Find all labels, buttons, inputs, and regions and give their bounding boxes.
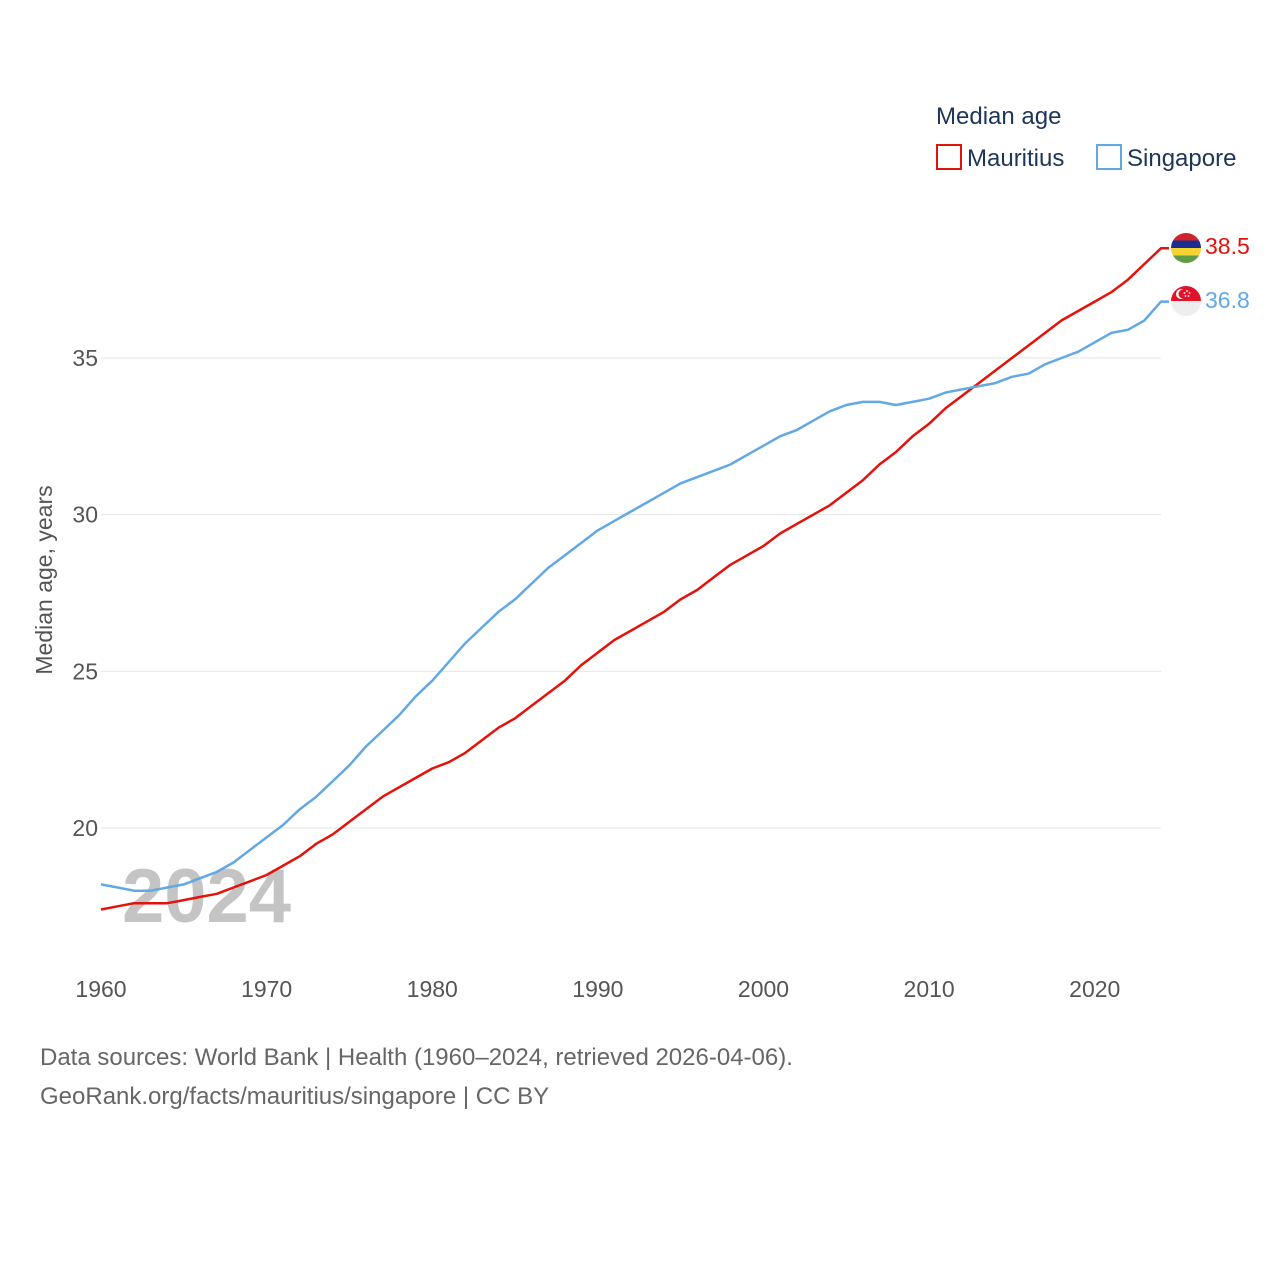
series-lines <box>100 247 1169 911</box>
footer-source-link[interactable]: GeoRank.org/facts/mauritius/singapore | … <box>40 1083 550 1110</box>
x-tick-label-1980: 1980 <box>407 976 458 1002</box>
y-tick-label-25: 25 <box>72 658 98 684</box>
series-line-singapore[interactable] <box>100 300 1169 892</box>
x-axis-ticks: 1960 1970 1980 1990 2000 2010 2020 <box>75 976 1120 1002</box>
legend-item-mauritius[interactable]: Mauritius <box>936 144 1064 172</box>
x-tick-label-1990: 1990 <box>572 976 623 1002</box>
x-tick-label-2010: 2010 <box>904 976 955 1002</box>
y-tick-label-35: 35 <box>72 345 98 371</box>
legend-item-singapore[interactable]: Singapore <box>1096 144 1236 172</box>
y-tick-label-30: 30 <box>72 502 98 528</box>
y-axis-ticks: 20 25 30 35 <box>72 345 98 841</box>
legend-title: Median age <box>936 103 1061 130</box>
mauritius-flag-icon <box>1171 233 1201 263</box>
x-tick-label-1960: 1960 <box>75 976 126 1002</box>
singapore-flag-icon <box>1171 286 1201 316</box>
legend: Median age Mauritius Singapore <box>936 103 1236 172</box>
x-tick-label-2000: 2000 <box>738 976 789 1002</box>
legend-swatch-mauritius <box>936 144 962 170</box>
series-line-mauritius[interactable] <box>100 247 1169 911</box>
x-tick-label-1970: 1970 <box>241 976 292 1002</box>
x-tick-label-2020: 2020 <box>1069 976 1120 1002</box>
legend-swatch-singapore <box>1096 144 1122 170</box>
y-axis-title: Median age, years <box>31 485 57 674</box>
end-label-singapore: 36.8 <box>1205 287 1250 313</box>
gridlines <box>101 357 1161 829</box>
end-label-mauritius: 38.5 <box>1205 233 1250 259</box>
legend-label-singapore: Singapore <box>1127 145 1236 172</box>
footer-data-sources: Data sources: World Bank | Health (1960–… <box>40 1044 793 1071</box>
legend-label-mauritius: Mauritius <box>967 145 1064 172</box>
line-chart: 20 25 30 35 1960 1970 1980 1990 2000 2010 2020 Me… <box>31 103 1250 1002</box>
y-tick-label-20: 20 <box>72 815 98 841</box>
